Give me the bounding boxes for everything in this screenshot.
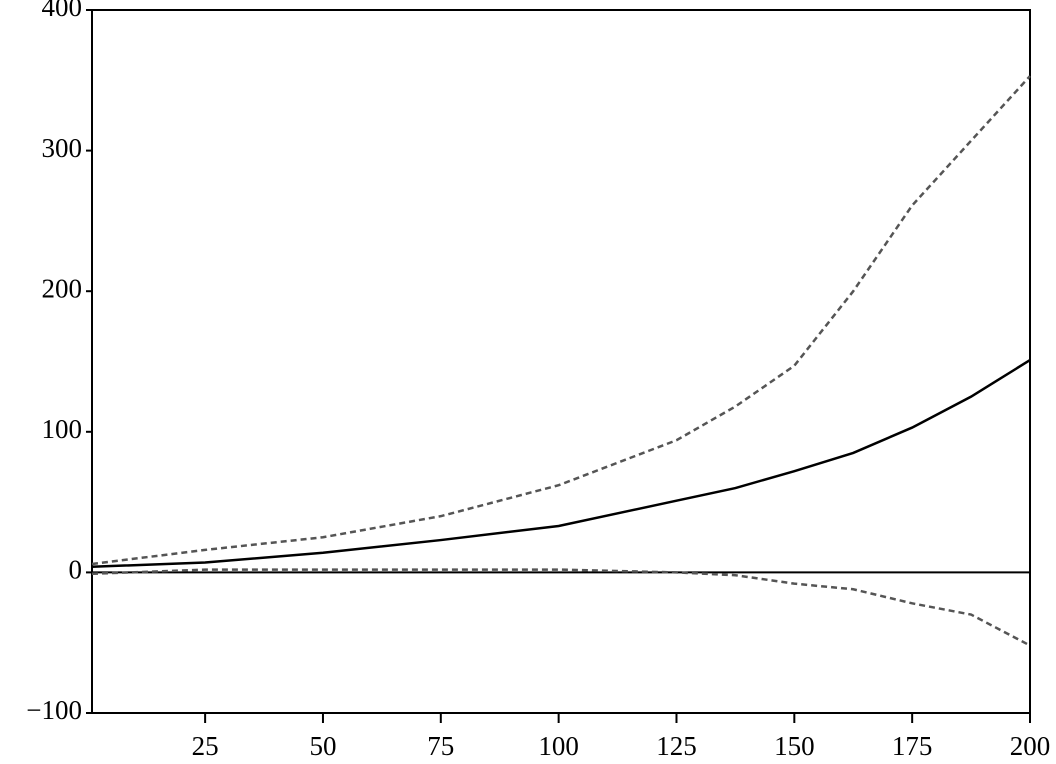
y-tick-label: 400 — [42, 0, 83, 22]
y-tick-label: 100 — [42, 414, 83, 444]
x-tick-label: 125 — [656, 731, 697, 761]
series-line — [91, 75, 1031, 566]
x-tick-label: 150 — [774, 731, 815, 761]
y-tick-label: 300 — [42, 133, 83, 163]
plot-frame — [91, 9, 1031, 714]
series-line — [91, 568, 1031, 647]
y-tick-label: −100 — [26, 695, 82, 725]
x-tick-label: 50 — [309, 731, 336, 761]
series-line — [91, 359, 1031, 569]
x-tick-label: 175 — [892, 731, 933, 761]
y-tick-label: 0 — [69, 555, 83, 585]
x-tick-label: 200 — [1010, 731, 1051, 761]
x-tick-label: 100 — [538, 731, 579, 761]
x-tick-label: 75 — [427, 731, 454, 761]
x-tick-label: 25 — [192, 731, 219, 761]
y-tick-label: 200 — [42, 273, 83, 303]
